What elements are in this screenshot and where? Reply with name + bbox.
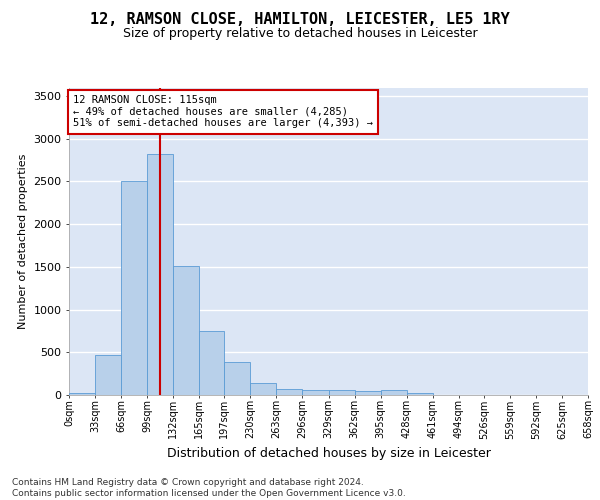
Bar: [173, 266, 199, 395]
Bar: [121, 180, 147, 395]
Bar: [302, 390, 329, 395]
Bar: [250, 383, 277, 395]
Bar: [147, 154, 173, 395]
Bar: [329, 390, 355, 395]
Bar: [407, 393, 433, 395]
Text: Size of property relative to detached houses in Leicester: Size of property relative to detached ho…: [122, 28, 478, 40]
Bar: [199, 331, 224, 395]
Text: 12 RAMSON CLOSE: 115sqm
← 49% of detached houses are smaller (4,285)
51% of semi: 12 RAMSON CLOSE: 115sqm ← 49% of detache…: [73, 95, 373, 128]
X-axis label: Distribution of detached houses by size in Leicester: Distribution of detached houses by size …: [167, 447, 490, 460]
Bar: [95, 355, 121, 395]
Bar: [69, 394, 95, 395]
Bar: [224, 362, 250, 395]
Bar: [380, 390, 407, 395]
Y-axis label: Number of detached properties: Number of detached properties: [17, 154, 28, 329]
Text: Contains HM Land Registry data © Crown copyright and database right 2024.
Contai: Contains HM Land Registry data © Crown c…: [12, 478, 406, 498]
Bar: [277, 389, 302, 395]
Text: 12, RAMSON CLOSE, HAMILTON, LEICESTER, LE5 1RY: 12, RAMSON CLOSE, HAMILTON, LEICESTER, L…: [90, 12, 510, 28]
Bar: [355, 390, 380, 395]
